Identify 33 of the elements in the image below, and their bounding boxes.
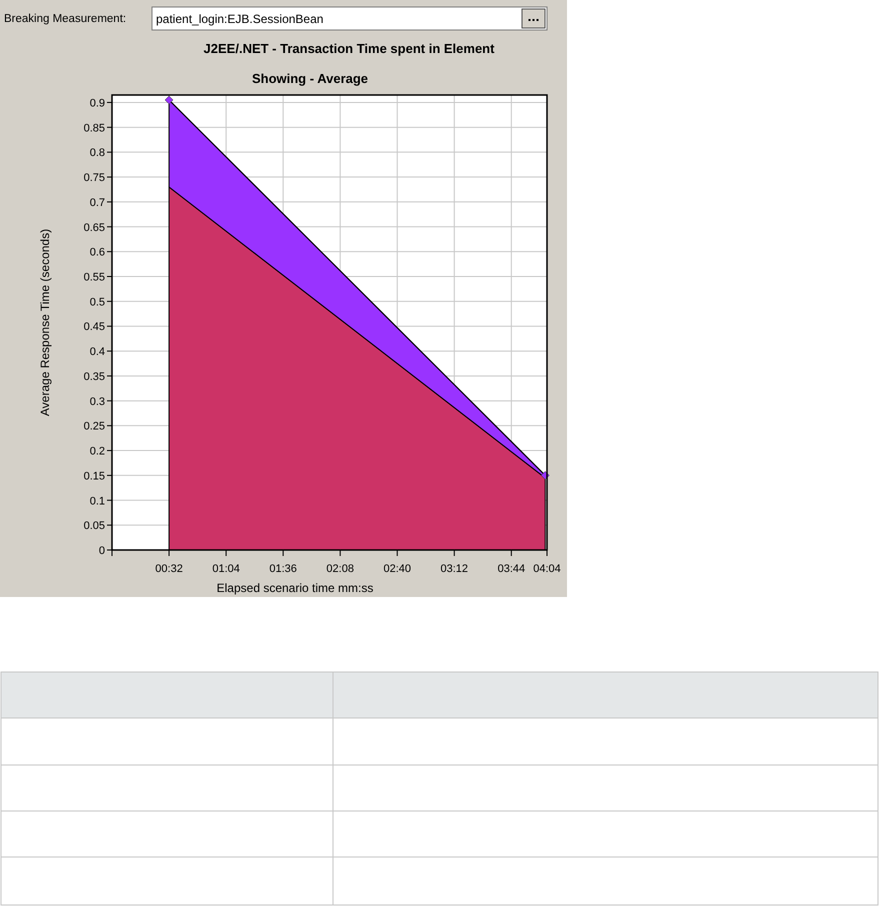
x-tick-label: 01:04 — [212, 563, 240, 575]
y-tick-label: 0.7 — [90, 196, 105, 209]
y-tick-label: 0.85 — [84, 122, 105, 134]
chart-subtitle: Showing - Average — [252, 71, 368, 86]
x-tick-label: 04:04 — [533, 563, 561, 575]
y-tick-label: 0.25 — [84, 420, 105, 433]
text: patient_login:EJB.SessionBean — [156, 12, 324, 26]
y-tick-label: 0.1 — [90, 495, 105, 508]
y-tick-label: 0.8 — [90, 147, 105, 160]
text: Breaking Measurement: — [4, 13, 126, 25]
y-tick-label: 0.65 — [84, 222, 105, 234]
x-tick-label: 01:36 — [269, 563, 297, 575]
x-tick-label: 02:08 — [326, 563, 354, 575]
y-tick-label: 0.35 — [84, 370, 105, 383]
y-axis-title: Average Response Time (seconds) — [38, 228, 52, 416]
x-axis-title: Elapsed scenario time mm:ss — [216, 581, 374, 595]
x-tick-label: 00:32 — [155, 563, 183, 575]
y-tick-label: 0.15 — [84, 470, 105, 482]
y-tick-label: 0.3 — [90, 396, 105, 408]
chart-title: J2EE/.NET - Transaction Time spent in Element — [204, 41, 496, 56]
y-tick-label: 0.55 — [84, 272, 105, 284]
x-tick-label: 02:40 — [383, 563, 412, 575]
y-tick-label: 0.4 — [90, 346, 105, 358]
y-tick-label: 0.9 — [90, 97, 105, 110]
y-tick-label: 0.75 — [84, 172, 105, 184]
x-tick-label: 03:12 — [440, 563, 468, 575]
x-tick-label: 03:44 — [498, 563, 526, 575]
y-tick-label: 0 — [98, 545, 105, 557]
y-tick-label: 0.5 — [90, 296, 105, 308]
y-tick-label: 0.2 — [90, 446, 105, 458]
y-tick-label: 0.45 — [84, 321, 105, 334]
y-tick-label: 0.05 — [84, 520, 105, 532]
y-tick-label: 0.6 — [90, 246, 105, 259]
